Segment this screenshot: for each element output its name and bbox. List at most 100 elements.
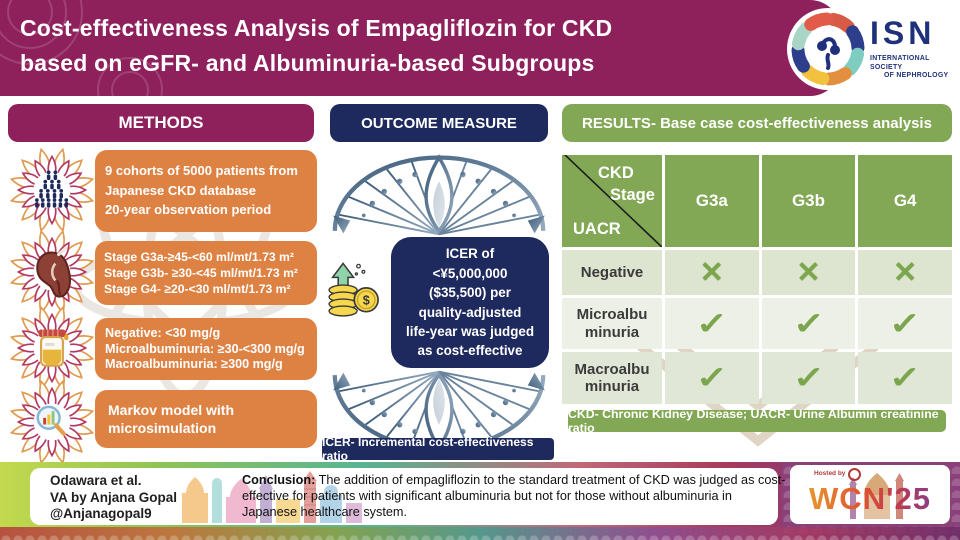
- check-mark-icon: ✓: [792, 360, 825, 395]
- conclusion-label: Conclusion:: [242, 473, 316, 487]
- methods-box-stages: Stage G3a-≥45-<60 ml/mt/1.73 m² Stage G3…: [95, 241, 317, 305]
- header-banner: Cost-effectiveness Analysis of Empaglifl…: [0, 0, 840, 96]
- corner-label-ckd: CKD: [598, 164, 634, 182]
- text-line: Macroalbu: [574, 360, 650, 378]
- column-header-g3a: G3a: [665, 155, 759, 247]
- rainbow-scallop-strip: [0, 527, 960, 540]
- text-line: 20-year observation period: [105, 202, 272, 217]
- poster-title: Cost-effectiveness Analysis of Empaglifl…: [20, 11, 612, 81]
- methods-heading-text: METHODS: [118, 113, 204, 132]
- check-mark-icon: ✓: [888, 305, 922, 341]
- row-label-negative: Negative: [562, 250, 662, 295]
- check-mark-icon: ✓: [695, 360, 729, 395]
- table-cell: ✓: [858, 352, 952, 404]
- wcn-skyline-silhouette: [849, 473, 904, 519]
- methods-box-cohorts: 9 cohorts of 5000 patients from Japanese…: [95, 150, 317, 232]
- wcn25-logo: Hosted by WCN'25: [790, 465, 950, 524]
- column-header-g3b: G3b: [761, 155, 856, 247]
- row-label-macroalbuminuria: Macroalbu minuria: [562, 352, 662, 404]
- host-logo-icon: [848, 468, 861, 481]
- table-cell: ✕: [858, 250, 952, 295]
- methods-header: METHODS: [8, 104, 314, 142]
- skyline-decoration: [182, 471, 362, 523]
- text-line: 9 cohorts of 5000 patients from: [105, 163, 298, 178]
- kidney-icon: [10, 230, 94, 314]
- isn-abbr-text: ISN: [870, 15, 936, 51]
- table-corner-cell: CKD Stage UACR: [562, 155, 662, 247]
- check-mark-icon: ✓: [888, 360, 922, 395]
- diagonal-divider: [563, 155, 662, 247]
- coins-growth-icon: $: [328, 262, 379, 317]
- check-mark-icon: ✓: [695, 305, 729, 341]
- results-header: RESULTS- Base case cost-effectiveness an…: [562, 104, 952, 142]
- text-line: Macroalbuminuria: ≥300 mg/g: [105, 357, 283, 371]
- text-line: Japanese CKD database: [105, 182, 257, 198]
- mandala-pattern-decoration: [0, 0, 163, 96]
- text-line: <¥5,000,000: [432, 265, 508, 281]
- text-line: microsimulation: [108, 420, 217, 436]
- text-line: Markov model with: [108, 402, 235, 418]
- table-cell: ✕: [761, 250, 856, 295]
- text-line: Stage G4- ≥20-<30 ml/mt/1.73 m²: [104, 282, 291, 296]
- isn-name-line-2: OF NEPHROLOGY: [884, 72, 949, 79]
- text-line: Negative: [580, 263, 644, 281]
- text-line: Microalbuminuria: ≥30-<300 mg/g: [105, 341, 305, 356]
- table-cell: ✕: [665, 250, 759, 295]
- isn-logo-icon: [787, 8, 869, 90]
- cross-mark-icon: ✕: [796, 257, 821, 289]
- table-cell: ✓: [761, 298, 856, 349]
- magnifier-chart-icon: [10, 380, 94, 464]
- column-header-g4: G4: [858, 155, 952, 247]
- footer-card: Odawara et al. VA by Anjana Gopal @Anjan…: [30, 468, 785, 525]
- table-cell: ✓: [665, 298, 759, 349]
- text-line: ICER- Incremental cost-effectiveness rat…: [322, 435, 534, 463]
- table-cell: ✓: [858, 298, 952, 349]
- text-line: Microalbu: [576, 306, 648, 323]
- hosted-by-text: Hosted by: [814, 470, 846, 477]
- row-label-microalbuminuria: Microalbu minuria: [562, 298, 662, 349]
- text-line: minuria: [584, 323, 640, 341]
- outcome-header: OUTCOME MEASURE: [330, 104, 548, 142]
- text-line: as cost-effective: [417, 343, 523, 359]
- methods-box-albuminuria: Negative: <30 mg/g Microalbuminuria: ≥30…: [95, 318, 317, 380]
- credit-line: Odawara et al.: [50, 473, 142, 488]
- title-line-2: based on eGFR- and Albuminuria-based Sub…: [20, 50, 595, 76]
- cross-mark-icon: ✕: [699, 257, 724, 289]
- corner-label-uacr: UACR: [573, 220, 621, 238]
- table-cell: ✓: [665, 352, 759, 404]
- results-heading-text: RESULTS- Base case cost-effectiveness an…: [582, 114, 932, 132]
- lotus-fan-ornament-top: [332, 154, 546, 236]
- corner-label-stage: Stage: [610, 186, 655, 204]
- cross-mark-icon: ✕: [893, 257, 918, 289]
- icer-abbreviation-note: ICER- Incremental cost-effectiveness rat…: [322, 435, 554, 463]
- population-pyramid-icon: [10, 148, 94, 232]
- text-line: CKD- Chronic Kidney Disease; UACR- Urine…: [568, 407, 939, 435]
- text-line: minuria: [584, 378, 640, 395]
- text-line: quality-adjusted: [418, 304, 522, 320]
- credit-line: VA by Anjana Gopal: [50, 489, 178, 505]
- conclusion-body: The addition of empagliflozin to the sta…: [242, 473, 786, 519]
- methods-box-model: Markov model with microsimulation: [95, 390, 317, 448]
- svg-text:$: $: [363, 294, 370, 308]
- isn-logo: ISN INTERNATIONAL SOCIETY OF NEPHROLOGY: [786, 7, 956, 91]
- text-line: life-year was judged: [406, 323, 534, 339]
- results-table: CKD Stage UACR G3a G3b G4 Negative ✕ ✕ ✕…: [562, 155, 952, 404]
- outcome-heading-text: OUTCOME MEASURE: [361, 114, 517, 132]
- title-line-1: Cost-effectiveness Analysis of Empaglifl…: [20, 15, 613, 41]
- urine-sample-icon: [10, 306, 94, 390]
- isn-name-line-1: INTERNATIONAL SOCIETY: [870, 55, 930, 71]
- isn-full-name: INTERNATIONAL SOCIETY OF NEPHROLOGY: [870, 55, 956, 81]
- text-line: ($35,500) per: [429, 285, 511, 301]
- wcn-name-text: WCN'25: [800, 481, 940, 517]
- text-line: Stage G3b- ≥30-<45 ml/mt/1.73 m²: [104, 266, 298, 280]
- text-line: ICER of: [445, 246, 495, 262]
- results-abbreviation-note: CKD- Chronic Kidney Disease; UACR- Urine…: [568, 407, 946, 435]
- table-cell: ✓: [761, 352, 856, 404]
- conclusion-text: Conclusion: The addition of empagliflozi…: [242, 473, 787, 520]
- footer-banner: Odawara et al. VA by Anjana Gopal @Anjan…: [0, 462, 960, 540]
- author-credits: Odawara et al. VA by Anjana Gopal @Anjan…: [50, 473, 177, 523]
- icer-threshold-box: ICER of <¥5,000,000 ($35,500) per qualit…: [391, 237, 549, 368]
- text-line: Stage G3a-≥45-<60 ml/mt/1.73 m²: [104, 250, 294, 264]
- check-mark-icon: ✓: [792, 305, 825, 341]
